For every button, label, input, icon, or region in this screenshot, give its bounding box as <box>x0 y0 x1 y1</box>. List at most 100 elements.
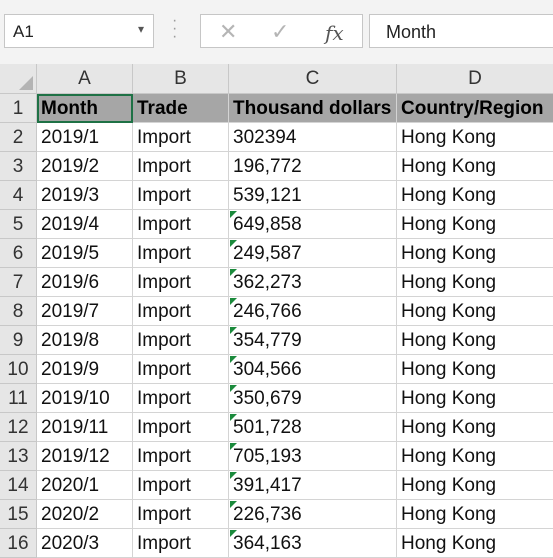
value-cell[interactable]: 226,736 <box>229 500 397 529</box>
country-cell[interactable]: Hong Kong <box>397 384 553 413</box>
row-header[interactable]: 16 <box>0 529 37 558</box>
month-cell[interactable]: 2020/1 <box>37 471 133 500</box>
month-cell[interactable]: 2019/8 <box>37 326 133 355</box>
value-cell[interactable]: 304,566 <box>229 355 397 384</box>
cell-text: Hong Kong <box>401 359 497 380</box>
country-cell[interactable]: Hong Kong <box>397 413 553 442</box>
trade-cell[interactable]: Import <box>133 355 229 384</box>
month-cell[interactable]: 2019/11 <box>37 413 133 442</box>
month-cell[interactable]: 2019/4 <box>37 210 133 239</box>
column-header-c[interactable]: C <box>229 64 397 94</box>
row-header[interactable]: 13 <box>0 442 37 471</box>
spreadsheet-grid: A B C D 1 Month Trade Thousand dollars C… <box>0 64 553 558</box>
month-cell[interactable]: 2019/2 <box>37 152 133 181</box>
country-cell[interactable]: Hong Kong <box>397 268 553 297</box>
trade-cell[interactable]: Import <box>133 471 229 500</box>
cell-text: Hong Kong <box>401 504 497 525</box>
month-cell[interactable]: 2019/10 <box>37 384 133 413</box>
row-header[interactable]: 8 <box>0 297 37 326</box>
month-cell[interactable]: 2019/7 <box>37 297 133 326</box>
row-header[interactable]: 3 <box>0 152 37 181</box>
row-header[interactable]: 12 <box>0 413 37 442</box>
month-cell[interactable]: 2019/3 <box>37 181 133 210</box>
country-cell[interactable]: Hong Kong <box>397 442 553 471</box>
header-cell-country-region[interactable]: Country/Region <box>397 94 553 123</box>
value-cell[interactable]: 196,772 <box>229 152 397 181</box>
row-header[interactable]: 10 <box>0 355 37 384</box>
cell-text: Hong Kong <box>401 475 497 496</box>
trade-cell[interactable]: Import <box>133 123 229 152</box>
month-cell[interactable]: 2019/9 <box>37 355 133 384</box>
country-cell[interactable]: Hong Kong <box>397 355 553 384</box>
trade-cell[interactable]: Import <box>133 152 229 181</box>
trade-cell[interactable]: Import <box>133 529 229 558</box>
trade-cell[interactable]: Import <box>133 413 229 442</box>
trade-cell[interactable]: Import <box>133 210 229 239</box>
more-options-icon[interactable]: · · · <box>172 12 178 45</box>
month-cell[interactable]: 2020/3 <box>37 529 133 558</box>
value-cell[interactable]: 302394 <box>229 123 397 152</box>
formula-input[interactable]: Month <box>369 14 553 48</box>
value-cell[interactable]: 354,779 <box>229 326 397 355</box>
row-header[interactable]: 1 <box>0 94 37 123</box>
trade-cell[interactable]: Import <box>133 442 229 471</box>
cell-text: Hong Kong <box>401 243 497 264</box>
country-cell[interactable]: Hong Kong <box>397 181 553 210</box>
value-cell[interactable]: 362,273 <box>229 268 397 297</box>
country-cell[interactable]: Hong Kong <box>397 152 553 181</box>
value-cell[interactable]: 249,587 <box>229 239 397 268</box>
value-cell[interactable]: 501,728 <box>229 413 397 442</box>
row-header[interactable]: 2 <box>0 123 37 152</box>
month-cell[interactable]: 2019/12 <box>37 442 133 471</box>
header-cell-month[interactable]: Month <box>37 94 133 123</box>
row-header[interactable]: 4 <box>0 181 37 210</box>
country-cell[interactable]: Hong Kong <box>397 500 553 529</box>
trade-cell[interactable]: Import <box>133 384 229 413</box>
value-cell[interactable]: 649,858 <box>229 210 397 239</box>
row-header[interactable]: 15 <box>0 500 37 529</box>
month-cell[interactable]: 2020/2 <box>37 500 133 529</box>
trade-cell[interactable]: Import <box>133 500 229 529</box>
value-cell[interactable]: 391,417 <box>229 471 397 500</box>
column-header-d[interactable]: D <box>397 64 553 94</box>
formula-buttons: ✕ ✓ fx <box>200 14 363 48</box>
country-cell[interactable]: Hong Kong <box>397 239 553 268</box>
month-cell[interactable]: 2019/6 <box>37 268 133 297</box>
column-header-a[interactable]: A <box>37 64 133 94</box>
trade-cell[interactable]: Import <box>133 181 229 210</box>
cell-text: Import <box>137 301 191 322</box>
select-all-button[interactable] <box>0 64 37 94</box>
insert-function-icon[interactable]: fx <box>325 21 344 45</box>
header-cell-trade[interactable]: Trade <box>133 94 229 123</box>
name-box[interactable]: A1 ▾ <box>4 14 154 48</box>
value-cell[interactable]: 539,121 <box>229 181 397 210</box>
header-cell-thousand-dollars[interactable]: Thousand dollars <box>229 94 397 123</box>
row-header[interactable]: 5 <box>0 210 37 239</box>
trade-cell[interactable]: Import <box>133 239 229 268</box>
month-cell[interactable]: 2019/5 <box>37 239 133 268</box>
country-cell[interactable]: Hong Kong <box>397 210 553 239</box>
row-header[interactable]: 7 <box>0 268 37 297</box>
chevron-down-icon[interactable]: ▾ <box>137 22 144 36</box>
country-cell[interactable]: Hong Kong <box>397 529 553 558</box>
country-cell[interactable]: Hong Kong <box>397 326 553 355</box>
column-header-b[interactable]: B <box>133 64 229 94</box>
value-cell[interactable]: 364,163 <box>229 529 397 558</box>
cell-text: Hong Kong <box>401 127 497 148</box>
country-cell[interactable]: Hong Kong <box>397 471 553 500</box>
country-cell[interactable]: Hong Kong <box>397 297 553 326</box>
row-header[interactable]: 6 <box>0 239 37 268</box>
month-cell[interactable]: 2019/1 <box>37 123 133 152</box>
enter-icon[interactable]: ✓ <box>271 19 290 44</box>
row-header[interactable]: 11 <box>0 384 37 413</box>
row-header[interactable]: 14 <box>0 471 37 500</box>
trade-cell[interactable]: Import <box>133 268 229 297</box>
value-cell[interactable]: 350,679 <box>229 384 397 413</box>
value-cell[interactable]: 246,766 <box>229 297 397 326</box>
value-cell[interactable]: 705,193 <box>229 442 397 471</box>
row-header[interactable]: 9 <box>0 326 37 355</box>
trade-cell[interactable]: Import <box>133 326 229 355</box>
country-cell[interactable]: Hong Kong <box>397 123 553 152</box>
cancel-icon[interactable]: ✕ <box>219 19 238 44</box>
trade-cell[interactable]: Import <box>133 297 229 326</box>
